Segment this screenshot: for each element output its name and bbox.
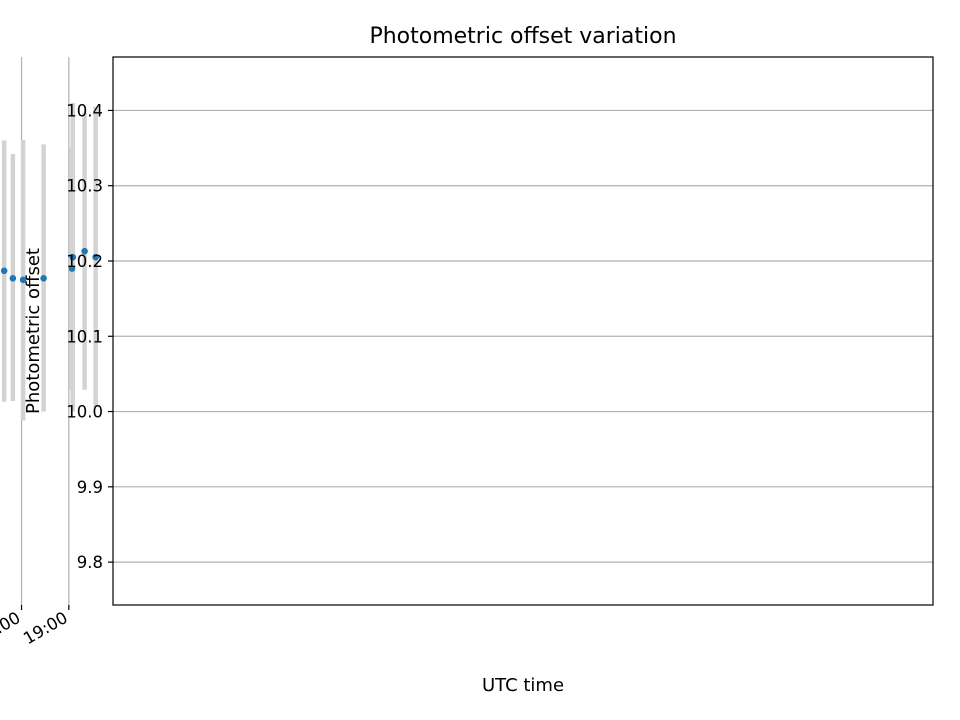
data-point (9, 275, 17, 282)
y-tick-label: 10.3 (66, 177, 103, 196)
y-tick-label: 10.1 (66, 327, 103, 346)
data-point (81, 247, 88, 255)
data-point (68, 265, 76, 272)
y-tick-label: 10.0 (66, 403, 103, 422)
data-points (0, 247, 99, 284)
y-tick-label: 10.2 (66, 252, 103, 271)
data-point (92, 253, 99, 261)
y-tick-label: 10.4 (66, 101, 103, 120)
y-axis-label: Photometric offset (23, 248, 44, 414)
chart-title: Photometric offset variation (369, 24, 676, 49)
data-point (0, 267, 8, 275)
x-axis-label: UTC time (482, 675, 564, 696)
data-point (69, 253, 77, 261)
data-point (19, 276, 27, 284)
data-point (40, 275, 47, 282)
y-tick-label: 9.9 (77, 478, 103, 497)
plot-frame (112, 56, 934, 606)
axis-ticks: 9.89.910.010.110.210.310.419:0020:0021:0… (0, 101, 113, 648)
y-tick-label: 9.8 (77, 553, 103, 572)
